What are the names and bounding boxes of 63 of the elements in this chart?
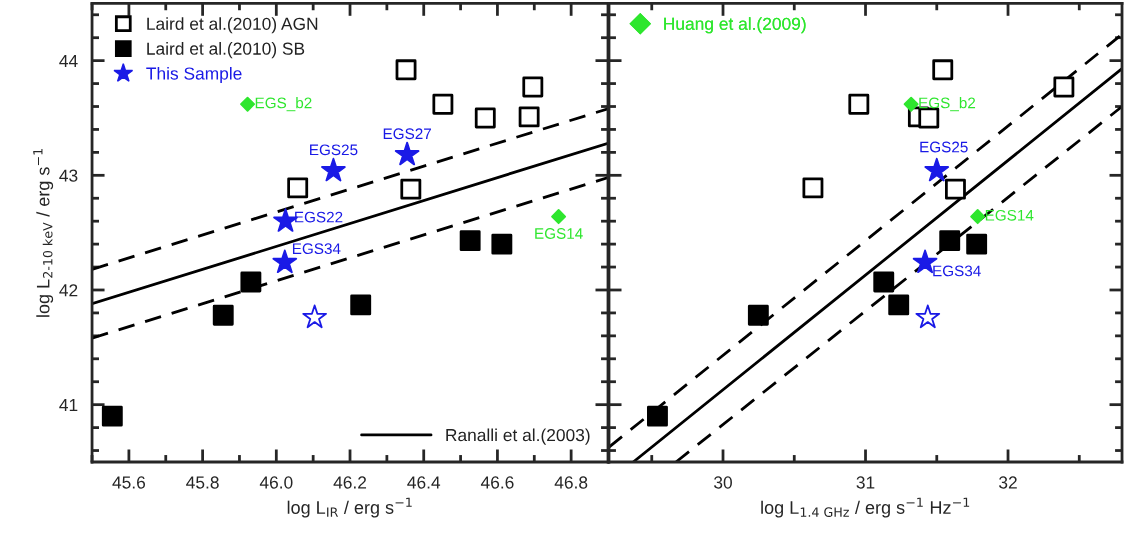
x-tick-label: 30 [714,476,732,489]
point [240,96,256,112]
annotation: EGS34 [933,265,981,277]
x-tick-label: 45.8 [186,476,219,489]
x-tick-label: 46.0 [259,476,293,489]
point [932,59,954,81]
x-axis-title: log L$_{1.4 GHz}$ / erg s$^{−1}$ Hz$^{−1}$ [761,497,970,518]
annotation: EGS_b2 [919,97,976,112]
y-tick-label: 43 [59,169,78,182]
x-tick-label: 46.2 [333,476,367,489]
legend-label: This Sample [146,66,242,84]
point [970,209,986,225]
point [350,294,372,316]
legend-label: Laird et al.(2010) AGN [147,17,318,34]
point [459,230,481,252]
point [939,230,961,252]
annotation: EGS25 [310,144,358,156]
point [944,178,966,200]
legend-label: Huang et al.(2009) [664,17,806,34]
y-axis-title: log L$_{2-10 keV}$ / erg s$^{−1}$ [33,148,54,317]
point [212,304,234,326]
legend-label: Ranalli et al.(2003) [446,428,590,445]
x-tick-label: 46.4 [407,476,441,489]
x-tick-label: 32 [999,476,1017,489]
point [432,93,454,115]
y-tick-label: 42 [59,284,78,297]
point [647,405,668,427]
point [522,76,544,98]
point [400,178,422,200]
point [240,271,262,293]
point [903,96,919,112]
point [101,405,123,427]
point [848,93,870,115]
point [802,177,824,199]
x-tick-label: 46.8 [554,476,588,489]
point [924,157,950,182]
annotation: EGS25 [920,141,968,153]
point [888,294,910,316]
annotation: EGS_b2 [255,97,312,112]
legend-label: Laird et al.(2010) SB [147,42,305,59]
point [518,106,540,128]
point [551,209,567,225]
point [1053,76,1075,98]
x-axis-title: log L$_{IR}$ / erg s$^{−1}$ [287,497,412,518]
point [302,304,327,329]
y-tick-label: 41 [59,399,78,411]
x-tick-label: 45.6 [112,476,146,489]
point [873,271,895,293]
point [395,59,417,81]
point [747,304,769,326]
annotation: EGS14 [985,209,1034,221]
point [474,107,496,129]
annotation: EGS22 [295,211,343,223]
annotation: EGS27 [383,128,431,140]
point [491,233,513,255]
annotation: EGS14 [535,228,583,239]
x-tick-label: 31 [856,476,875,489]
point [966,233,988,255]
point [915,304,941,329]
point [287,177,309,199]
annotation: EGS34 [292,243,341,255]
y-tick-label: 44 [59,54,78,67]
x-tick-label: 46.6 [480,476,514,489]
